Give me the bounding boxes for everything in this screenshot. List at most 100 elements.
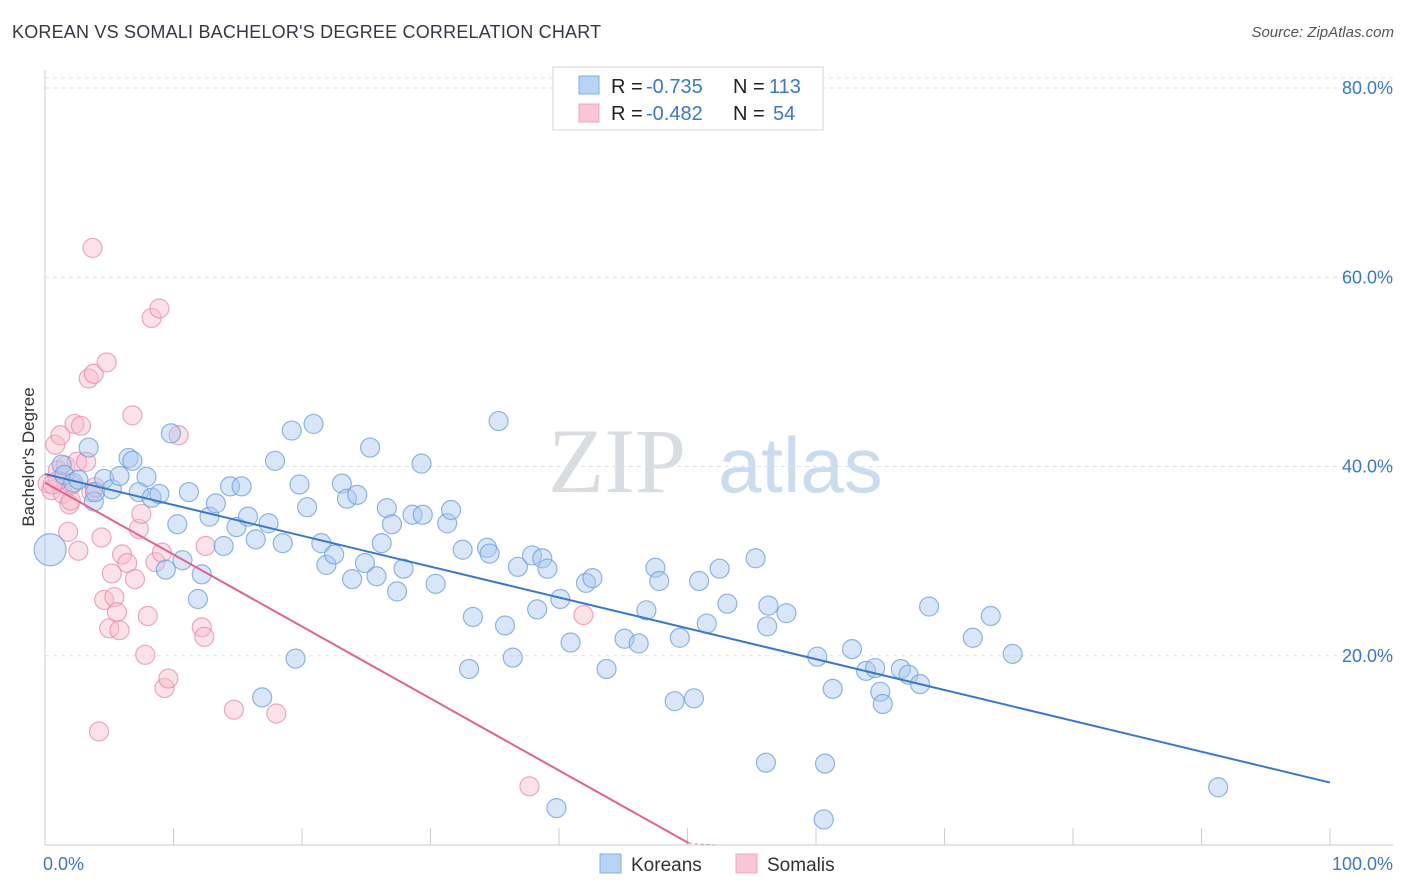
koreans-n-value: 113: [769, 76, 801, 98]
somali-point: [104, 586, 125, 608]
korean-point: [376, 498, 397, 519]
somalis-legend-swatch: [578, 103, 600, 123]
somali-point: [168, 425, 189, 446]
korean-point: [649, 570, 670, 592]
korean-point: [285, 648, 306, 669]
korean-point: [532, 548, 553, 569]
korean-point: [78, 437, 99, 458]
somali-point: [223, 699, 244, 720]
korean-point: [155, 559, 176, 580]
somali-point: [519, 776, 540, 797]
korean-point: [669, 627, 690, 648]
source-credit: Source: ZipAtlas.com: [1251, 24, 1394, 41]
chart-title: KOREAN VS SOMALI BACHELOR'S DEGREE CORRE…: [12, 22, 602, 42]
somali-point: [117, 552, 138, 574]
y-axis-tick-labels: 20.0% 40.0% 60.0% 80.0%: [1342, 78, 1393, 666]
korean-point: [757, 616, 778, 637]
korean-point: [841, 639, 863, 660]
somali-point: [266, 703, 287, 724]
somali-point: [83, 363, 104, 384]
somali-point: [122, 405, 143, 426]
somali-point: [195, 535, 216, 557]
somalis-r-label: R =: [611, 103, 643, 125]
korean-point: [550, 588, 571, 610]
somali-point: [99, 618, 120, 639]
somali-point: [101, 563, 122, 584]
somali-point: [124, 569, 146, 590]
korean-point: [191, 564, 212, 585]
korean-point: [178, 481, 200, 503]
korean-point: [688, 570, 710, 592]
korean-point: [360, 437, 381, 458]
korean-point: [645, 557, 666, 578]
somalis-n-value: 54: [773, 103, 795, 125]
korean-point: [316, 554, 337, 576]
somali-point: [88, 721, 110, 742]
x-axis-ticks: [44, 828, 1331, 845]
y-axis-title: Bachelor's Degree: [19, 387, 38, 526]
koreans-points: [33, 410, 1229, 830]
korean-point: [33, 533, 67, 567]
korean-point: [479, 543, 500, 564]
watermark: ZIP atlas: [548, 410, 883, 512]
trend-lines: [44, 473, 1331, 846]
korean-point: [324, 544, 345, 565]
korean-point: [226, 516, 247, 538]
korean-point: [745, 548, 766, 569]
korean-point: [560, 632, 581, 653]
korean-point: [1002, 643, 1023, 664]
somalis-n-label: N =: [733, 103, 765, 125]
koreans-r-label: R =: [611, 76, 643, 98]
korean-point: [411, 453, 432, 474]
korean-point: [709, 558, 730, 579]
somali-point: [573, 604, 594, 626]
korean-point: [303, 413, 324, 435]
korean-point: [1208, 777, 1229, 798]
korean-point: [546, 797, 567, 819]
somali-point: [70, 415, 92, 436]
korean-point: [776, 603, 797, 624]
somali-point: [131, 503, 152, 524]
x-tick-label-min: 0.0%: [43, 854, 84, 874]
korean-point: [822, 678, 843, 699]
y-tick-label-40: 40.0%: [1342, 457, 1393, 477]
korean-point: [371, 533, 392, 554]
watermark-atlas: atlas: [718, 421, 883, 509]
somali-point: [194, 626, 215, 647]
korean-point: [494, 615, 516, 636]
somali-point: [50, 425, 71, 446]
korean-point: [336, 488, 358, 509]
korean-point: [118, 447, 139, 469]
y-tick-label-80: 80.0%: [1342, 78, 1393, 98]
korean-point: [664, 691, 685, 712]
korean-point: [252, 687, 273, 708]
korean-point: [386, 581, 408, 602]
korean-point: [331, 473, 352, 494]
series-legend: Koreans Somalis: [599, 853, 835, 876]
somali-point: [91, 527, 112, 548]
koreans-r-value: -0.735: [646, 76, 703, 98]
korean-point: [755, 752, 776, 773]
korean-point: [807, 646, 828, 667]
korean-point: [219, 476, 241, 497]
koreans-key-swatch: [599, 853, 622, 874]
somali-point: [68, 540, 89, 561]
korean-point: [160, 423, 182, 444]
korean-point: [402, 504, 423, 525]
koreans-legend-swatch: [578, 75, 600, 95]
y-tick-label-60: 60.0%: [1342, 267, 1393, 287]
y-tick-label-20: 20.0%: [1342, 646, 1393, 666]
korean-point: [962, 627, 983, 648]
korean-point: [596, 658, 617, 680]
korean-point: [136, 466, 157, 488]
korean-point: [281, 420, 302, 441]
korean-point: [628, 633, 649, 654]
korean-point: [582, 568, 603, 589]
somali-point: [82, 237, 103, 259]
korean-point: [347, 484, 368, 505]
korean-point: [636, 600, 657, 621]
somali-point: [106, 602, 128, 623]
korean-point: [245, 529, 266, 550]
korean-point: [187, 588, 209, 610]
korean-point: [272, 533, 293, 554]
